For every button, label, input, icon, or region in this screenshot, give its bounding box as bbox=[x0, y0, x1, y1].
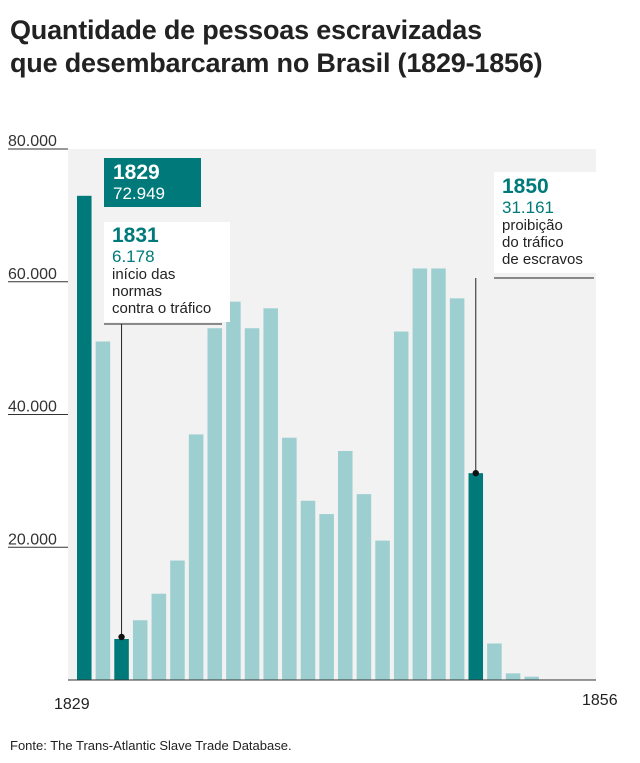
y-axis: 20.000 40.000 60.000 80.000 bbox=[8, 133, 68, 548]
bar-1838 bbox=[244, 328, 260, 680]
bar-1835 bbox=[188, 434, 204, 680]
y-tick-label: 80.000 bbox=[8, 133, 57, 150]
bar-1842 bbox=[319, 514, 334, 680]
bar-1833 bbox=[151, 593, 167, 680]
leader-dot-1831 bbox=[118, 633, 125, 641]
annotation-1831: 1831 6.178 início das normas contra o tr… bbox=[104, 222, 230, 322]
y-tick-label: 40.000 bbox=[8, 399, 57, 416]
annotation-note-line: normas bbox=[112, 283, 163, 300]
bar-1836 bbox=[207, 328, 223, 680]
annotation-1829: 1829 72.949 bbox=[104, 158, 201, 207]
bar-1849 bbox=[449, 298, 465, 680]
leader-dot-1850 bbox=[472, 469, 479, 477]
bar-1846 bbox=[393, 331, 409, 680]
annotation-note-line: de escravos bbox=[502, 251, 583, 268]
annotation-1850: 1850 31.161 proibição do tráfico de escr… bbox=[494, 172, 602, 273]
bar-1845 bbox=[375, 540, 390, 680]
x-tick-label-end: 1856 bbox=[582, 692, 618, 709]
bar-1834 bbox=[170, 560, 185, 680]
annotation-note-line: contra o tráfico bbox=[112, 300, 212, 317]
annotation-note-line: proibição bbox=[502, 217, 563, 234]
source-note: Fonte: The Trans-Atlantic Slave Trade Da… bbox=[10, 738, 292, 753]
bar-1850 bbox=[468, 473, 484, 680]
title-line-1: Quantidade de pessoas escravizadas bbox=[10, 15, 482, 45]
bars bbox=[77, 195, 539, 680]
bar-1853 bbox=[524, 676, 539, 680]
x-axis: 1829 1856 bbox=[54, 692, 618, 713]
title-line-2: que desembarcaram no Brasil (1829-1856) bbox=[10, 48, 543, 78]
bar-1851 bbox=[487, 643, 502, 680]
bar-1832 bbox=[132, 620, 148, 680]
bar-1839 bbox=[263, 308, 278, 680]
annotation-note-line: início das bbox=[112, 266, 176, 283]
annotation-note-line: do tráfico bbox=[502, 234, 564, 251]
bar-1830 bbox=[95, 341, 111, 680]
annotation-year: 1850 bbox=[502, 175, 549, 198]
bar-1831 bbox=[114, 638, 129, 680]
annotation-year: 1831 bbox=[112, 224, 159, 247]
bar-1843 bbox=[338, 451, 353, 680]
bar-1840 bbox=[282, 437, 297, 680]
bar-1847 bbox=[412, 268, 428, 680]
x-tick-label-start: 1829 bbox=[54, 696, 90, 713]
annotation-leaders bbox=[104, 277, 594, 641]
y-tick-label: 20.000 bbox=[8, 531, 57, 548]
bar-1852 bbox=[505, 673, 521, 680]
bar-1829 bbox=[77, 195, 92, 680]
annotation-value: 72.949 bbox=[113, 184, 165, 203]
annotation-value: 6.178 bbox=[112, 247, 155, 266]
bar-1837 bbox=[226, 301, 241, 680]
bar-1848 bbox=[431, 268, 446, 680]
annotation-value: 31.161 bbox=[502, 198, 554, 217]
bar-1844 bbox=[356, 494, 372, 680]
chart-title: Quantidade de pessoas escravizadas que d… bbox=[10, 14, 630, 80]
bar-1841 bbox=[300, 500, 316, 680]
annotation-year: 1829 bbox=[113, 161, 160, 184]
y-tick-label: 60.000 bbox=[8, 266, 57, 283]
